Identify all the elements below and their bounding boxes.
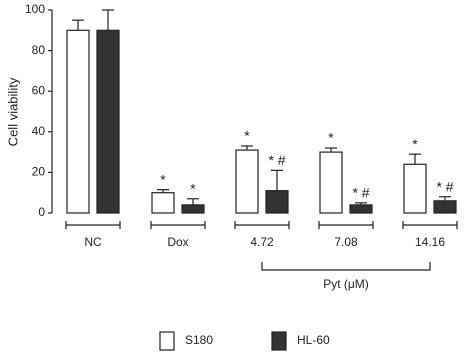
significance-label: * bbox=[160, 171, 166, 187]
bar bbox=[235, 149, 259, 214]
bar bbox=[181, 204, 205, 214]
x-tick-label: 4.72 bbox=[250, 235, 274, 249]
y-tick-label: 20 bbox=[32, 165, 46, 179]
legend-label: HL-60 bbox=[297, 333, 330, 347]
y-tick-label: 100 bbox=[25, 2, 45, 16]
y-tick-label: 80 bbox=[32, 43, 46, 57]
category-bracket bbox=[402, 221, 458, 229]
significance-label: * bbox=[244, 128, 250, 144]
legend-label: S180 bbox=[185, 333, 213, 347]
significance-label: * bbox=[412, 136, 418, 152]
bar bbox=[403, 163, 427, 214]
x-tick-label: NC bbox=[84, 235, 102, 249]
bar bbox=[96, 29, 120, 214]
significance-label: * # bbox=[352, 185, 369, 201]
significance-label: * bbox=[328, 130, 334, 146]
bar bbox=[349, 204, 373, 214]
category-bracket bbox=[234, 221, 290, 229]
x-tick-label: 7.08 bbox=[334, 235, 358, 249]
bar bbox=[433, 200, 457, 214]
significance-label: * bbox=[190, 180, 196, 196]
y-tick-label: 40 bbox=[32, 124, 46, 138]
y-axis-label: Cell viability bbox=[5, 77, 20, 146]
bar bbox=[66, 29, 90, 214]
group-label: Pyt (μM) bbox=[323, 277, 369, 291]
category-bracket bbox=[150, 221, 206, 229]
category-bracket bbox=[65, 221, 121, 229]
y-tick-label: 60 bbox=[32, 83, 46, 97]
bar bbox=[319, 151, 343, 214]
legend-swatch bbox=[159, 331, 175, 351]
bar bbox=[151, 192, 175, 214]
significance-label: * # bbox=[268, 152, 285, 168]
x-tick-label: Dox bbox=[167, 235, 188, 249]
bar bbox=[265, 190, 289, 214]
category-bracket bbox=[318, 221, 374, 229]
y-tick-label: 0 bbox=[38, 205, 45, 219]
legend-swatch bbox=[271, 331, 287, 351]
significance-label: * # bbox=[436, 178, 453, 194]
group-bracket bbox=[261, 262, 431, 271]
x-tick-label: 14.16 bbox=[415, 235, 445, 249]
